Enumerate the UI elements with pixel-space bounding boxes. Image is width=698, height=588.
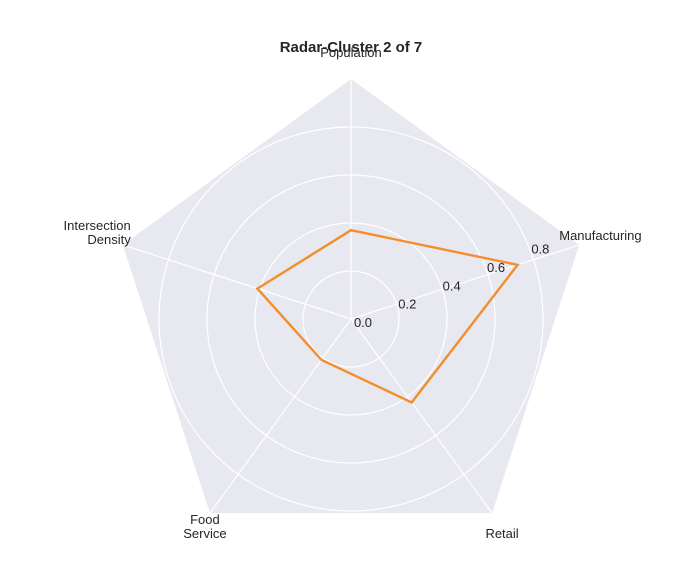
axis-label: Food Service bbox=[183, 512, 226, 541]
axis-label: Population bbox=[320, 45, 381, 60]
grid-spoke-4 bbox=[122, 244, 352, 320]
radial-tick-label: 0.6 bbox=[487, 260, 505, 275]
grid-spoke-3 bbox=[209, 318, 352, 514]
radial-tick-label: 0.8 bbox=[531, 242, 549, 257]
radial-tick-label: 0.0 bbox=[354, 315, 372, 330]
axis-label: Retail bbox=[485, 526, 518, 541]
axis-label: Intersection Density bbox=[64, 218, 132, 247]
axis-label: Manufacturing bbox=[559, 228, 641, 243]
radial-tick-label: 0.4 bbox=[443, 278, 461, 293]
chart-title: Radar-Cluster 2 of 7 bbox=[280, 39, 423, 56]
grid-spoke-1 bbox=[350, 244, 580, 320]
grid-spoke-2 bbox=[350, 318, 493, 514]
series-line-0 bbox=[255, 228, 520, 404]
radial-tick-label: 0.2 bbox=[398, 297, 416, 312]
